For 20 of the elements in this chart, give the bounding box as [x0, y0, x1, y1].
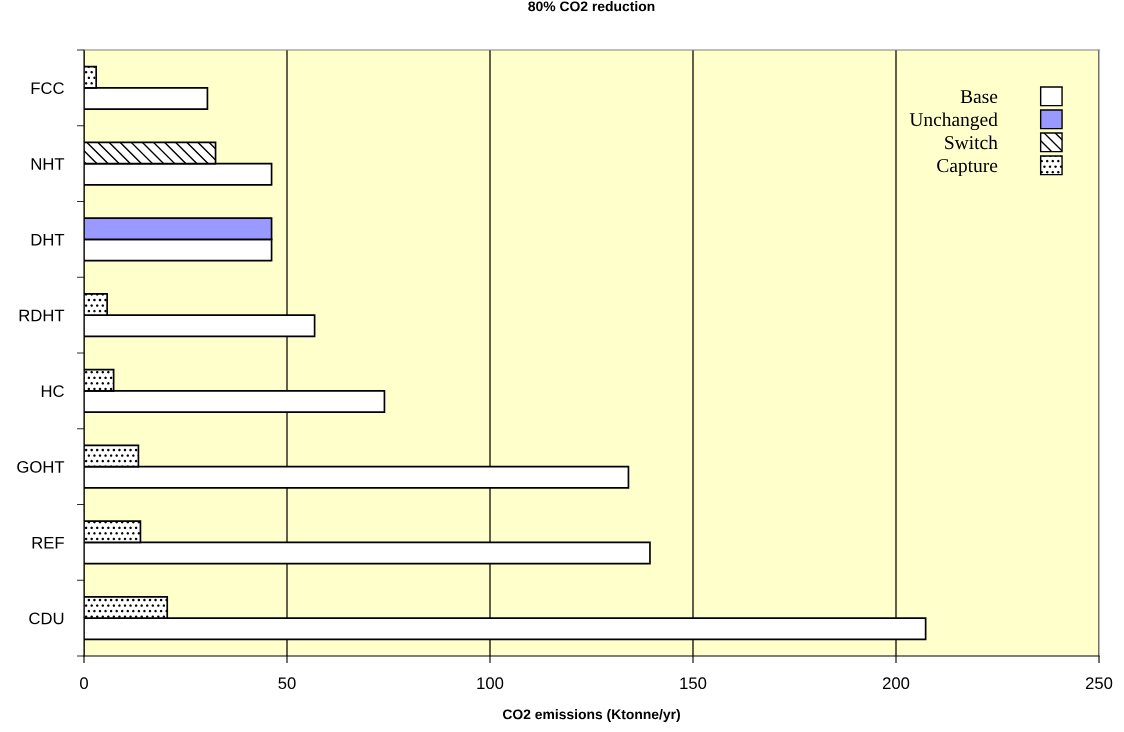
x-tick-label: 0: [80, 677, 88, 690]
y-tick-label: REF: [32, 536, 64, 549]
y-tick-label: NHT: [31, 158, 65, 170]
x-tick-label: 150: [680, 677, 707, 690]
legend-label: Switch: [945, 135, 998, 150]
x-tick-label: 50: [278, 677, 296, 690]
x-tick-label: 200: [882, 677, 910, 690]
y-tick-label: RDHT: [19, 309, 65, 322]
y-tick-label: HC: [41, 385, 64, 398]
legend-label: Unchanged: [909, 112, 998, 131]
chart-title: 80% CO2 reduction: [528, 1, 655, 12]
x-axis-title: CO2 emissions (Ktonne/yr): [502, 709, 680, 722]
y-tick-label: DHT: [31, 233, 65, 246]
x-tick-label: 100: [477, 677, 504, 690]
x-tick-label: 250: [1085, 677, 1113, 690]
legend-label: Base: [960, 90, 998, 104]
y-tick-label: GOHT: [17, 461, 65, 473]
y-tick-label: FCC: [31, 82, 64, 95]
legend-label: Capture: [937, 159, 998, 177]
y-tick-label: CDU: [29, 612, 64, 625]
